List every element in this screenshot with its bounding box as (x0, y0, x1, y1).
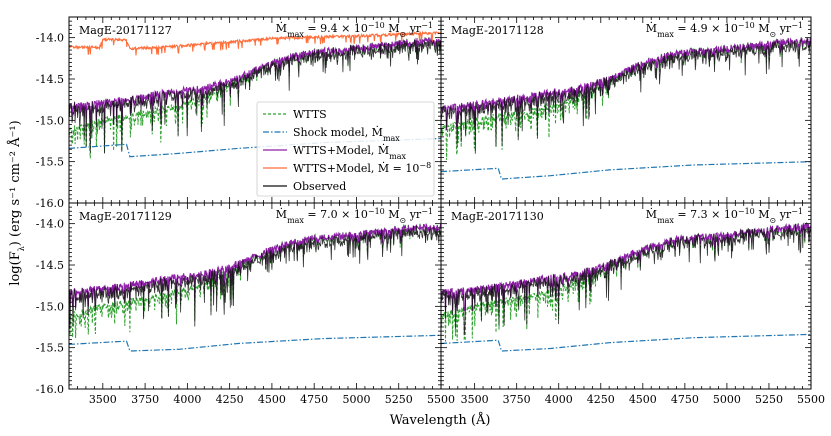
y-tick-label: -15.0 (36, 300, 64, 313)
wtts-line (69, 223, 441, 339)
y-tick-label: -16.0 (36, 197, 64, 210)
legend-label-model: WTTS+Model, Ṁmax (293, 143, 407, 161)
mdot-label: Ṁmax = 7.3 × 10−10 M⊙ yr−1 (646, 207, 803, 225)
x-tick-label: 4000 (173, 393, 201, 406)
x-tick-label: 3500 (89, 393, 117, 406)
observed-line (441, 38, 811, 154)
panel-title: MagE-20171128 (451, 24, 544, 37)
panel-2: -16.0 -15.5 -15.0 -14.5 -14.0 3500 3750 4000 425… (36, 202, 455, 406)
mdot-label: Ṁmax = 4.9 × 10−10 M⊙ yr−1 (646, 21, 803, 39)
shock-model-line (441, 161, 811, 180)
shock-model-line (441, 333, 811, 352)
y-tick-label: -14.5 (36, 259, 64, 272)
mdot-label: Ṁmax = 9.4 × 10−10 M⊙ yr−1 (276, 21, 433, 39)
y-tick-label: -14.5 (36, 73, 64, 86)
x-tick-label: 4750 (300, 393, 328, 406)
y-axis-label: log(Fλ) (erg s⁻¹ cm⁻² Å⁻¹) (7, 120, 26, 285)
model-line (441, 37, 811, 131)
x-tick-label: 5000 (713, 393, 741, 406)
y-tick-label: -15.5 (36, 342, 64, 355)
panel-title: MagE-20171130 (451, 210, 544, 223)
panel-3: 3500 3750 4000 4250 4500 4750 5000 5250 5500 MagE… (440, 202, 825, 406)
x-tick-label: 4000 (545, 393, 573, 406)
y-tick-label: -14.0 (36, 218, 64, 231)
observed-line (441, 223, 811, 336)
x-tick-label: 3500 (461, 393, 489, 406)
observed-line (69, 225, 441, 329)
x-axis-label: Wavelength (Å) (390, 412, 491, 428)
x-tick-label: 4750 (671, 393, 699, 406)
panel-1-series (441, 37, 811, 180)
wtts-line (441, 221, 811, 342)
x-tick-label: 4250 (216, 393, 244, 406)
observed-line (69, 38, 441, 154)
legend-box (256, 101, 435, 197)
y-tick-label: -15.0 (36, 114, 64, 127)
x-tick-label: 4500 (258, 393, 286, 406)
legend-label-wtts: WTTS (293, 108, 327, 121)
panel-1: MagE-20171128 Ṁmax = 4.9 × 10−10 M⊙ yr−1 (440, 16, 812, 204)
x-tick-label: 5000 (342, 393, 370, 406)
y-tick-label: -15.5 (36, 156, 64, 169)
wtts-line (441, 37, 811, 160)
panel-title: MagE-20171127 (79, 24, 172, 37)
x-tick-label: 5250 (385, 393, 413, 406)
x-tick-label: 3750 (131, 393, 159, 406)
legend-label-model_high: WTTS+Model, Ṁ = 10−8 (293, 161, 431, 176)
panel-3-series (441, 221, 811, 352)
mdot-label: Ṁmax = 7.0 × 10−10 M⊙ yr−1 (276, 207, 433, 225)
shock-model-line (69, 137, 441, 158)
x-tick-label: 5500 (427, 393, 455, 406)
legend-label-observed: Observed (293, 180, 346, 193)
x-tick-label: 4250 (587, 393, 615, 406)
x-tick-label: 3750 (503, 393, 531, 406)
shock-model-line (69, 334, 441, 352)
panel-0-series (69, 30, 441, 159)
y-tick-label: -16.0 (36, 383, 64, 396)
y-tick-label: -14.0 (36, 32, 64, 45)
legend-label-shock: Shock model, Ṁmax (293, 125, 400, 143)
model-high-line (69, 30, 441, 56)
panel-2-series (69, 223, 441, 352)
panel-title: MagE-20171129 (79, 210, 172, 223)
x-tick-label: 5500 (797, 393, 825, 406)
x-tick-label: 4500 (629, 393, 657, 406)
x-tick-label: 5250 (755, 393, 783, 406)
